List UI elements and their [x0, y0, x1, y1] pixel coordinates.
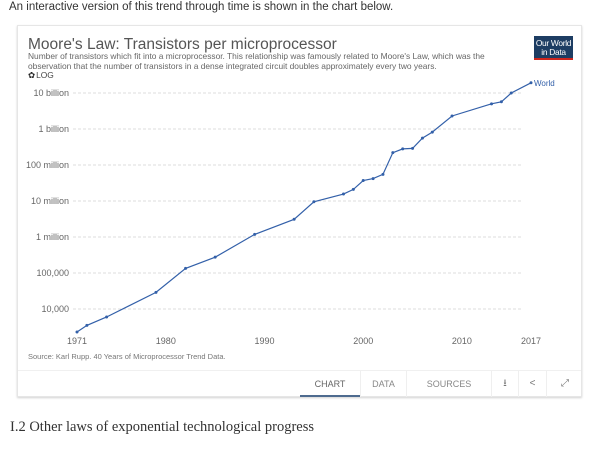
section-heading: I.2 Other laws of exponential technologi…	[10, 419, 315, 435]
expand-icon: ⤢	[561, 378, 569, 389]
data-point	[341, 192, 345, 196]
chart-card: Moore's Law: Transistors per microproces…	[17, 25, 582, 397]
data-point	[420, 136, 424, 140]
gear-icon: ✿	[28, 70, 36, 80]
data-point	[312, 200, 316, 204]
data-point	[105, 315, 109, 319]
log-scale-toggle[interactable]: ✿LOG	[28, 70, 54, 81]
data-point	[75, 330, 79, 334]
data-point	[411, 146, 415, 150]
data-point	[430, 130, 434, 134]
x-tick-label: 1971	[67, 336, 87, 346]
x-tick-label: 2017	[521, 336, 541, 346]
data-point	[85, 323, 89, 327]
log-toggle-label: LOG	[36, 70, 54, 80]
data-point	[351, 187, 355, 191]
data-point	[184, 266, 188, 270]
data-point	[213, 255, 217, 259]
data-point	[450, 114, 454, 118]
y-tick-label: 10 million	[31, 196, 69, 206]
x-tick-label: 2010	[452, 336, 472, 346]
y-tick-label: 100,000	[36, 268, 69, 278]
y-tick-label: 1 million	[36, 232, 69, 242]
share-icon: <	[529, 378, 536, 389]
data-point	[361, 179, 365, 183]
download-icon: ⭳	[503, 378, 507, 389]
chart-source: Source: Karl Rupp. 40 Years of Microproc…	[28, 352, 226, 361]
y-tick-label: 10 billion	[33, 88, 69, 98]
intro-text: An interactive version of this trend thr…	[9, 1, 394, 13]
tab-data[interactable]: DATA	[360, 371, 406, 397]
data-point	[509, 91, 513, 95]
data-point	[292, 217, 296, 221]
x-tick-label: 2000	[353, 336, 373, 346]
owid-logo[interactable]: Our World in Data	[534, 36, 573, 60]
data-point	[499, 100, 503, 104]
data-point	[253, 232, 257, 236]
chart-footer: CHART DATA SOURCES ⭳ < ⤢	[18, 370, 581, 398]
series-label: World	[534, 79, 555, 88]
download-button[interactable]: ⭳	[491, 371, 518, 397]
y-tick-label: 1 billion	[38, 124, 69, 134]
data-point	[490, 102, 494, 106]
logo-line2: in Data	[541, 46, 566, 57]
data-point	[401, 147, 405, 151]
y-tick-label: 10,000	[41, 304, 69, 314]
chart-plot: 10,000 100,000 1 million 10 million 100 mill…	[26, 79, 555, 346]
data-point	[371, 177, 375, 181]
expand-button[interactable]: ⤢	[546, 371, 583, 397]
series-line	[76, 82, 532, 333]
tab-sources[interactable]: SOURCES	[406, 371, 491, 397]
data-point	[154, 290, 158, 294]
x-tick-label: 1990	[255, 336, 275, 346]
y-tick-label: 100 million	[26, 160, 69, 170]
data-point	[529, 81, 533, 85]
share-button[interactable]: <	[518, 371, 546, 397]
logo-line1: Our World	[535, 38, 572, 48]
chart-subtitle: Number of transistors which fit into a m…	[28, 51, 485, 71]
tab-chart[interactable]: CHART	[300, 371, 360, 397]
data-point	[391, 151, 395, 155]
x-tick-label: 1980	[156, 336, 176, 346]
data-point	[381, 172, 385, 176]
chart-title: Moore's Law: Transistors per microproces…	[28, 36, 337, 53]
